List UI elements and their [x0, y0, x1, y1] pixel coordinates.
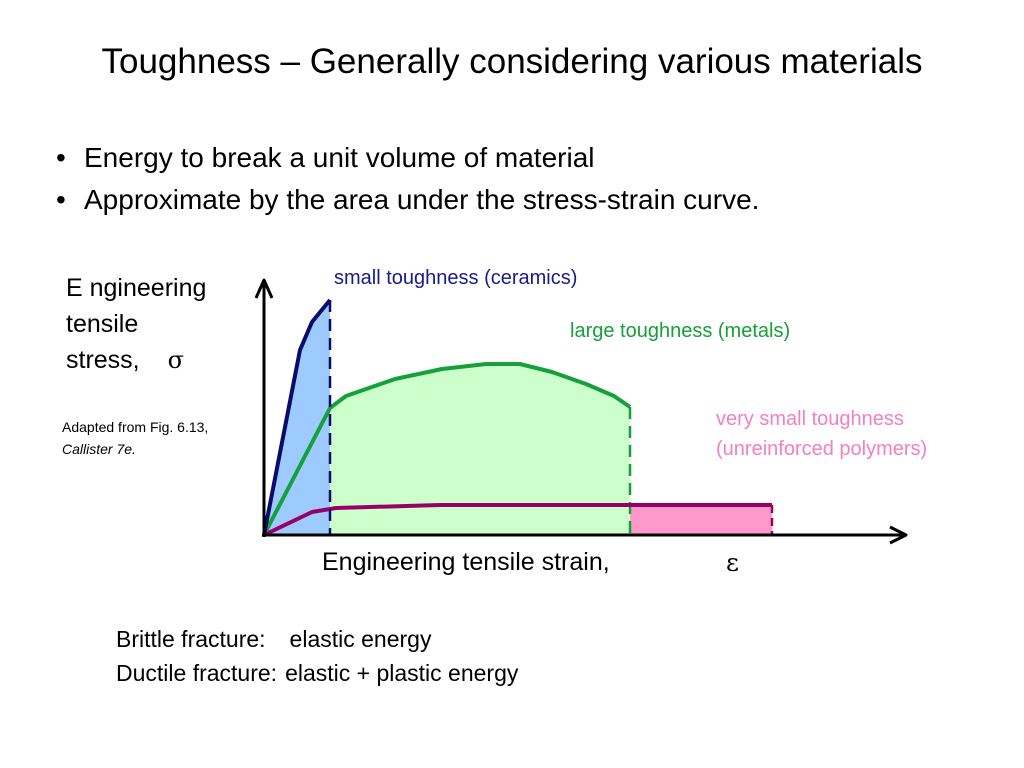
y-axis-label: E ngineering tensile stress, σ	[66, 270, 236, 378]
ceramics-label: small toughness (ceramics)	[334, 267, 578, 289]
source-citation: Adapted from Fig. 6.13, Callister 7e.	[62, 416, 208, 460]
polymer-curve	[263, 503, 772, 537]
source-book: Callister 7e.	[62, 441, 136, 457]
ceramic-area	[264, 300, 330, 535]
ductile-fracture-line: Ductile fracture: elastic + plastic energ…	[116, 660, 518, 687]
bullet-dot-icon: •	[56, 184, 66, 215]
metals-label: large toughness (metals)	[570, 320, 791, 342]
polymers-label-line2: (unreinforced polymers)	[716, 438, 928, 460]
sigma-symbol: σ	[167, 346, 185, 374]
fracture-type: Brittle fracture:	[116, 626, 266, 652]
metal-area	[264, 364, 630, 535]
x-axis-arrow-icon	[889, 525, 908, 545]
y-axis-arrow-icon	[254, 278, 274, 299]
polymers-label: very small toughness (unreinforced polyme…	[716, 404, 927, 464]
epsilon-symbol: ε	[726, 548, 739, 577]
slide-title: Toughness – Generally considering variou…	[101, 42, 923, 81]
fracture-type: Ductile fracture:	[116, 660, 278, 686]
source-line: Adapted from Fig. 6.13,	[62, 419, 209, 435]
y-axis-label-text: E ngineering tensile stress,	[66, 274, 207, 374]
metal-curve	[262, 362, 632, 536]
brittle-fracture-line: Brittle fracture: elastic energy	[116, 626, 431, 653]
ceramic-curve	[262, 298, 332, 536]
bullet-item: • Energy to break a unit volume of materi…	[56, 142, 594, 174]
fracture-energy: elastic + plastic energy	[285, 660, 519, 686]
bullet-dot-icon: •	[56, 142, 66, 173]
fracture-energy: elastic energy	[289, 626, 432, 652]
bullet-text: Energy to break a unit volume of materia…	[84, 142, 595, 173]
bullet-text: Approximate by the area under the stress…	[84, 184, 760, 215]
x-axis-label: Engineering tensile strain,	[322, 548, 610, 576]
polymers-label-line1: very small toughness	[716, 408, 904, 430]
bullet-item: • Approximate by the area under the stres…	[56, 184, 759, 216]
